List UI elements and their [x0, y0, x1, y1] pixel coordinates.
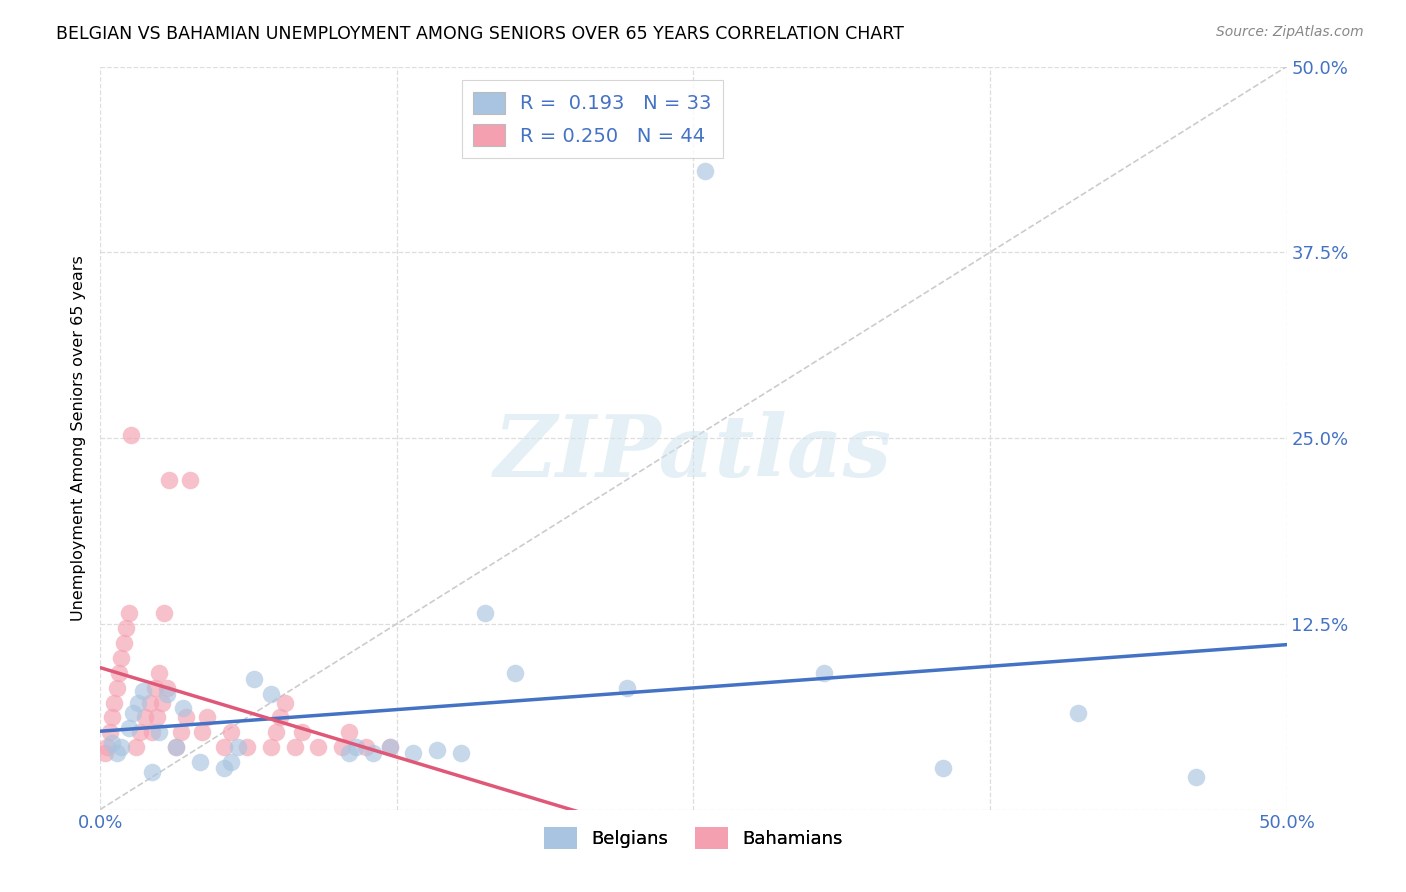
Point — [616, 681, 638, 695]
Point — [155, 681, 177, 695]
Point — [344, 740, 367, 755]
Point — [150, 696, 173, 710]
Point — [426, 743, 449, 757]
Point — [110, 740, 132, 755]
Point — [129, 725, 152, 739]
Point — [115, 621, 138, 635]
Point — [122, 706, 145, 720]
Point — [155, 687, 177, 701]
Point — [108, 665, 131, 680]
Point — [153, 607, 176, 621]
Point — [174, 710, 197, 724]
Point — [127, 696, 149, 710]
Point — [134, 710, 156, 724]
Point — [117, 607, 139, 621]
Point — [474, 607, 496, 621]
Point — [101, 710, 124, 724]
Point — [96, 740, 118, 755]
Point — [402, 746, 425, 760]
Point — [264, 725, 287, 739]
Point — [378, 740, 401, 755]
Point — [236, 740, 259, 755]
Y-axis label: Unemployment Among Seniors over 65 years: Unemployment Among Seniors over 65 years — [72, 255, 86, 621]
Point — [195, 710, 218, 724]
Point — [132, 683, 155, 698]
Point — [141, 765, 163, 780]
Point — [165, 740, 187, 755]
Point — [141, 725, 163, 739]
Point — [101, 736, 124, 750]
Point — [337, 725, 360, 739]
Point — [260, 687, 283, 701]
Point — [330, 740, 353, 755]
Point — [931, 761, 953, 775]
Point — [450, 746, 472, 760]
Point — [695, 163, 717, 178]
Point — [170, 725, 193, 739]
Point — [260, 740, 283, 755]
Point — [212, 740, 235, 755]
Text: BELGIAN VS BAHAMIAN UNEMPLOYMENT AMONG SENIORS OVER 65 YEARS CORRELATION CHART: BELGIAN VS BAHAMIAN UNEMPLOYMENT AMONG S… — [56, 25, 904, 43]
Point — [361, 746, 384, 760]
Point — [94, 746, 117, 760]
Point — [105, 681, 128, 695]
Point — [226, 740, 249, 755]
Point — [291, 725, 314, 739]
Point — [378, 740, 401, 755]
Point — [337, 746, 360, 760]
Point — [269, 710, 291, 724]
Point — [125, 740, 148, 755]
Point — [112, 636, 135, 650]
Point — [148, 665, 170, 680]
Point — [117, 721, 139, 735]
Point — [212, 761, 235, 775]
Point — [105, 746, 128, 760]
Point — [146, 710, 169, 724]
Point — [354, 740, 377, 755]
Point — [813, 665, 835, 680]
Legend: R =  0.193   N = 33, R = 0.250   N = 44: R = 0.193 N = 33, R = 0.250 N = 44 — [461, 80, 723, 158]
Point — [139, 696, 162, 710]
Point — [148, 725, 170, 739]
Text: Source: ZipAtlas.com: Source: ZipAtlas.com — [1216, 25, 1364, 39]
Point — [274, 696, 297, 710]
Point — [243, 672, 266, 686]
Point — [1185, 770, 1208, 784]
Point — [284, 740, 307, 755]
Point — [110, 651, 132, 665]
Point — [172, 701, 194, 715]
Point — [143, 681, 166, 695]
Point — [1067, 706, 1090, 720]
Point — [219, 755, 242, 769]
Point — [219, 725, 242, 739]
Point — [191, 725, 214, 739]
Point — [188, 755, 211, 769]
Point — [179, 473, 201, 487]
Point — [103, 696, 125, 710]
Point — [98, 725, 121, 739]
Point — [157, 473, 180, 487]
Point — [120, 428, 142, 442]
Point — [165, 740, 187, 755]
Point — [505, 665, 527, 680]
Text: ZIPatlas: ZIPatlas — [495, 411, 893, 495]
Point — [307, 740, 329, 755]
